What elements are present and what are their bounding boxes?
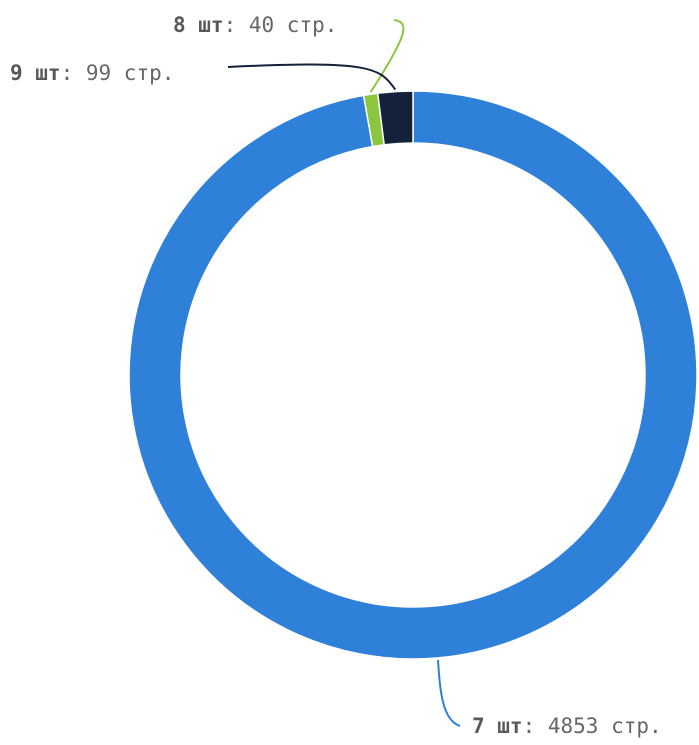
slice-label-9: 9 шт: 99 стр.	[10, 61, 174, 85]
slice-label-7: 7 шт: 4853 стр.	[472, 714, 662, 738]
donut-slices	[128, 90, 698, 660]
slice-label-9-value: 99 стр.	[86, 61, 175, 85]
donut-slice-9-шт	[376, 90, 414, 146]
leader-line-9	[227, 63, 397, 91]
slice-label-7-name: 7 шт	[472, 714, 523, 738]
slice-label-9-name: 9 шт	[10, 61, 61, 85]
slice-label-8-name: 8 шт	[173, 13, 224, 37]
leader-lines	[227, 19, 461, 727]
slice-label-8-value: 40 стр.	[249, 13, 338, 37]
leader-line-7	[437, 659, 461, 727]
slice-label-7-value: 4853 стр.	[548, 714, 662, 738]
leader-line-8	[369, 19, 405, 93]
donut-slice-7-шт	[128, 90, 698, 660]
slice-label-8: 8 шт: 40 стр.	[173, 13, 337, 37]
